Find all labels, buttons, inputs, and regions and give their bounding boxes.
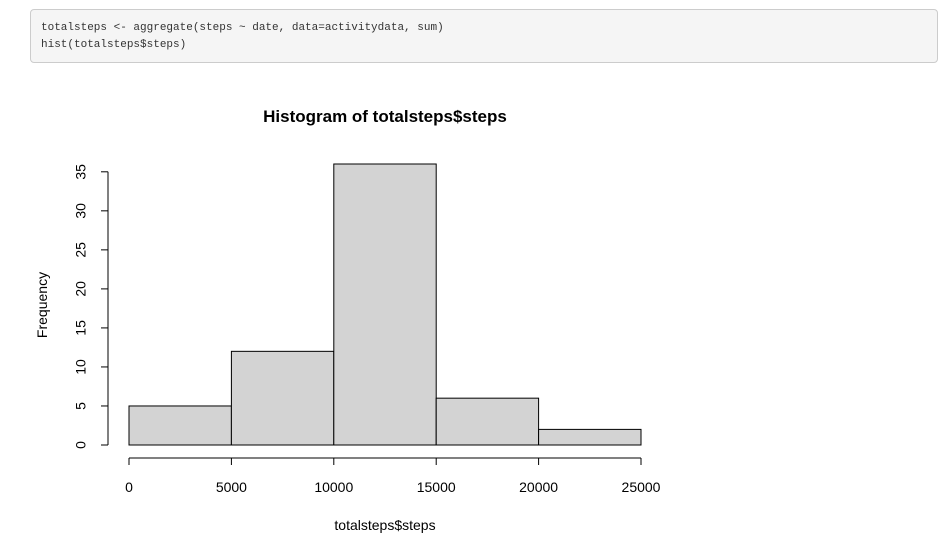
code-block: totalsteps <- aggregate(steps ~ date, da… (30, 9, 938, 63)
histogram-chart: Histogram of totalsteps$steps totalsteps… (0, 70, 950, 553)
y-axis: 0 5 10 15 20 25 30 35 (73, 164, 109, 449)
bars-group (128, 163, 642, 446)
histogram-bar-4 (538, 428, 642, 446)
y-tick-label-7: 35 (73, 164, 89, 180)
histogram-bar-0 (128, 405, 232, 446)
x-tick-label-4: 20000 (519, 479, 558, 495)
y-tick-label-6: 30 (73, 203, 89, 219)
x-tick-label-3: 15000 (417, 479, 456, 495)
y-axis-label: Frequency (34, 272, 50, 338)
y-tick-label-3: 15 (73, 320, 89, 336)
x-axis-label: totalsteps$steps (334, 517, 435, 533)
code-line-1: totalsteps <- aggregate(steps ~ date, da… (41, 22, 444, 34)
histogram-bar-3 (435, 397, 540, 446)
histogram-bar-1 (230, 350, 335, 446)
x-tick-label-0: 0 (125, 479, 133, 495)
x-tick-label-2: 10000 (314, 479, 353, 495)
y-tick-label-0: 0 (73, 441, 89, 449)
y-tick-label-4: 20 (73, 281, 89, 297)
x-tick-label-5: 25000 (622, 479, 661, 495)
x-tick-label-1: 5000 (216, 479, 247, 495)
y-tick-label-1: 5 (73, 402, 89, 410)
code-line-2: hist(totalsteps$steps) (41, 39, 187, 51)
chart-title: Histogram of totalsteps$steps (263, 107, 507, 126)
y-tick-label-2: 10 (73, 359, 89, 375)
x-axis: 0 5000 10000 15000 20000 25000 (125, 457, 661, 495)
histogram-svg: Histogram of totalsteps$steps totalsteps… (34, 107, 661, 533)
y-tick-label-5: 25 (73, 242, 89, 258)
histogram-bar-2 (333, 163, 437, 446)
